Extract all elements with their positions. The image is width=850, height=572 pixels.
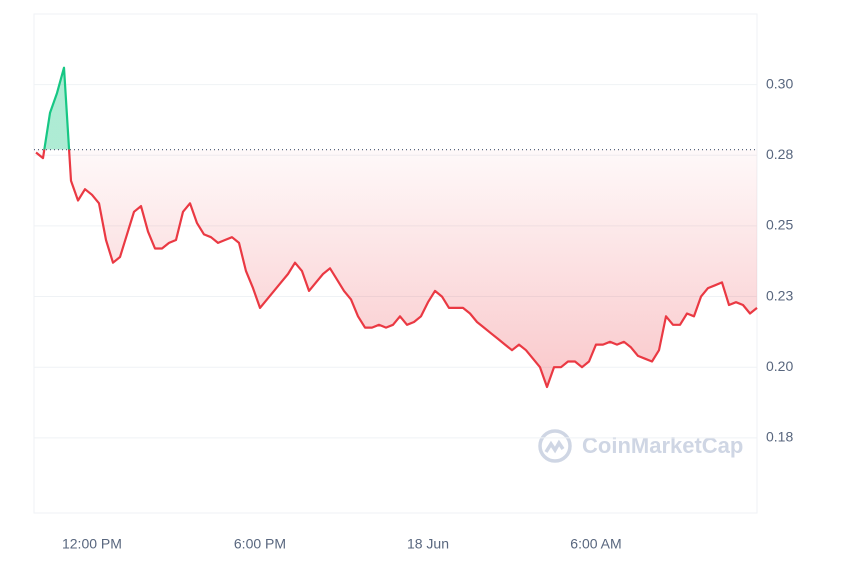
x-tick-label: 6:00 AM [570, 536, 621, 552]
y-tick-label: 0.28 [766, 146, 793, 162]
y-tick-label: 0.18 [766, 429, 793, 445]
y-tick-label: 0.25 [766, 217, 793, 233]
y-tick-label: 0.23 [766, 287, 793, 303]
watermark: CoinMarketCap [582, 433, 743, 458]
x-tick-label: 12:00 PM [62, 536, 122, 552]
price-area [36, 67, 757, 387]
x-tick-label: 6:00 PM [234, 536, 286, 552]
watermark-logo [538, 429, 572, 463]
y-tick-label: 0.20 [766, 358, 793, 374]
x-tick-label: 18 Jun [407, 536, 449, 552]
price-line [35, 66, 758, 389]
y-tick-label: 0.30 [766, 75, 793, 91]
